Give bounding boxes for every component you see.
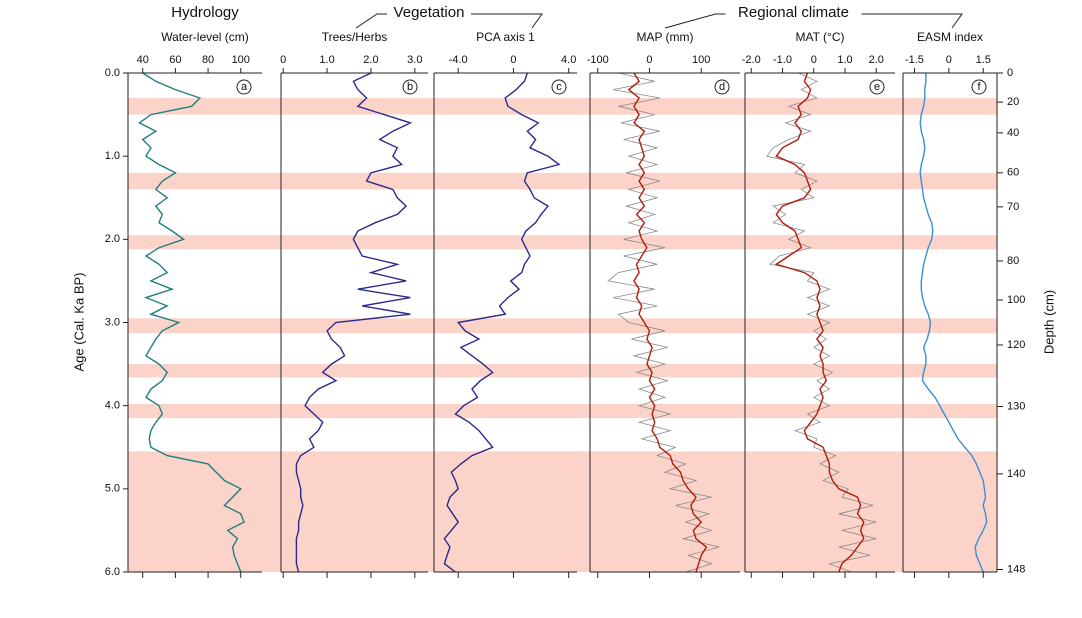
- x-tick-label: 0: [946, 54, 952, 66]
- x-tick-label: 40: [137, 54, 149, 66]
- x-tick-label: 1.0: [837, 54, 852, 66]
- data-line: [766, 72, 877, 573]
- panel-letter-circle: [971, 79, 987, 95]
- data-line: [607, 72, 720, 573]
- data-line: [443, 72, 561, 573]
- y2-tick-label: 40: [1007, 127, 1019, 139]
- highlight-band: [128, 172, 997, 190]
- x-tick-label: 4.0: [561, 54, 576, 66]
- x-tick-label: 0: [280, 54, 286, 66]
- panel-letter-circle: [869, 79, 885, 95]
- panel-letter-circle: [714, 79, 730, 95]
- panel-letter-circle: [402, 79, 418, 95]
- x-tick-label: 2.0: [363, 54, 378, 66]
- y2-tick-label: 0: [1007, 67, 1013, 79]
- x-tick-label: 0: [646, 54, 652, 66]
- x-tick-label: -4.0: [449, 54, 468, 66]
- y2-tick-label: 130: [1007, 400, 1025, 412]
- panel-title: Water-level (cm): [161, 30, 249, 44]
- data-line: [774, 72, 865, 573]
- data-line: [919, 73, 988, 573]
- data-line: [295, 72, 413, 573]
- data-line: [627, 72, 708, 573]
- y2-tick-label: 140: [1007, 468, 1025, 480]
- group-title: Hydrology: [171, 4, 239, 21]
- panel-title: EASM index: [917, 30, 983, 44]
- highlight-band: [128, 404, 997, 419]
- group-bracket: [355, 13, 543, 29]
- x-tick-label: -1.5: [905, 54, 924, 66]
- y2-tick-label: 20: [1007, 96, 1019, 108]
- x-tick-label: 100: [692, 54, 710, 66]
- panel-title: PCA axis 1: [476, 30, 535, 44]
- x-tick-label: 60: [169, 54, 181, 66]
- highlight-band: [128, 318, 997, 334]
- y-tick-label: 5.0: [105, 483, 120, 495]
- y-tick-label: 1.0: [105, 150, 120, 162]
- y2-tick-label: 80: [1007, 255, 1019, 267]
- y2-tick-label: 100: [1007, 294, 1025, 306]
- x-tick-label: 1.5: [976, 54, 991, 66]
- y2-tick-label: 70: [1007, 201, 1019, 213]
- y2-tick-label: 60: [1007, 167, 1019, 179]
- y2-tick-label: 148: [1007, 563, 1025, 575]
- panel-letter: a: [241, 81, 248, 93]
- y-axis-label: Age (Cal. Ka BP): [71, 273, 86, 372]
- highlight-band: [128, 364, 997, 378]
- y-tick-label: 3.0: [105, 316, 120, 328]
- panel-letter-circle: [236, 79, 252, 95]
- highlight-band: [128, 97, 997, 115]
- x-tick-label: -1.0: [773, 54, 792, 66]
- x-tick-label: 100: [232, 54, 250, 66]
- y2-axis-label: Depth (cm): [1041, 290, 1056, 354]
- y-tick-label: 0.0: [105, 67, 120, 79]
- x-tick-label: 80: [202, 54, 214, 66]
- x-tick-label: 2.0: [869, 54, 884, 66]
- x-tick-label: 3.0: [407, 54, 422, 66]
- panel-letter-circle: [551, 79, 567, 95]
- x-tick-label: -2.0: [742, 54, 761, 66]
- group-bracket: [664, 13, 963, 29]
- panel-letter: c: [556, 81, 562, 93]
- panel-title: MAP (mm): [636, 30, 693, 44]
- panel-title: MAT (°C): [795, 30, 844, 44]
- group-title: Vegetation: [394, 4, 465, 21]
- data-line: [138, 72, 245, 573]
- highlight-band: [128, 451, 997, 572]
- panel-title: Trees/Herbs: [322, 30, 388, 44]
- panel-letter: d: [719, 81, 725, 93]
- panel-letter: f: [977, 81, 981, 93]
- group-title: Regional climate: [738, 4, 849, 21]
- y-tick-label: 4.0: [105, 400, 120, 412]
- panel-letter: e: [874, 81, 880, 93]
- x-tick-label: 1.0: [319, 54, 334, 66]
- panel-letter: b: [407, 81, 413, 93]
- x-tick-label: -100: [587, 54, 609, 66]
- y-tick-label: 2.0: [105, 233, 120, 245]
- x-tick-label: 0: [811, 54, 817, 66]
- y-tick-label: 6.0: [105, 566, 120, 578]
- highlight-band: [128, 235, 997, 250]
- y2-tick-label: 120: [1007, 339, 1025, 351]
- x-tick-label: 0: [510, 54, 516, 66]
